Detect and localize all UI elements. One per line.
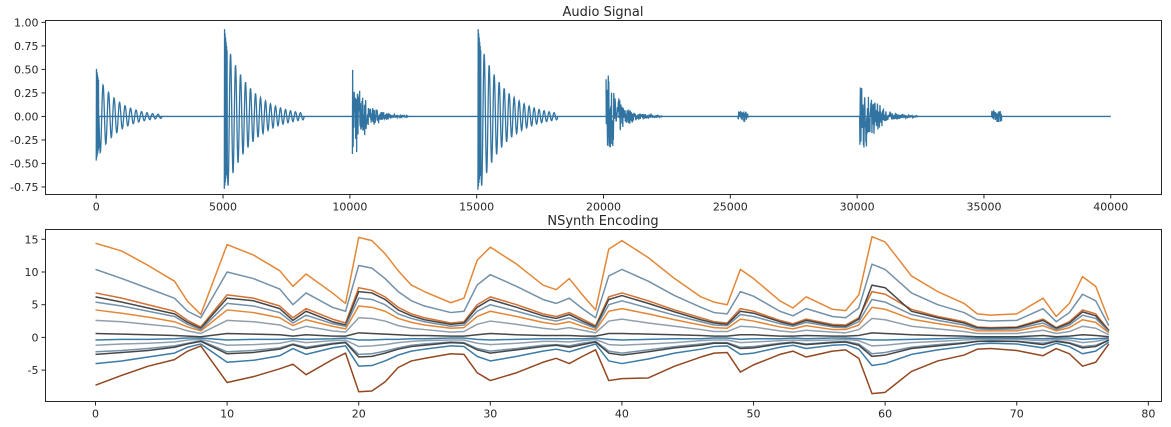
audio-signal-burst	[605, 75, 663, 148]
nsynth-encoding-series-line	[95, 339, 1110, 358]
audio-signal-y-ticks: -0.75 -0.50 -0.25 0.00 0.25 0.50 0.75 1.00	[10, 16, 46, 194]
nsynth-encoding-series-line	[95, 337, 1109, 341]
audio-signal-x-tick-label: 5000	[209, 201, 237, 214]
audio-signal-x-tick-label: 30000	[840, 201, 875, 214]
nsynth-encoding-series-line	[95, 235, 1110, 321]
nsynth-encoding-series-line	[95, 305, 1110, 334]
nsynth-encoding-series-line	[95, 286, 1110, 331]
audio-signal-burst	[351, 69, 409, 155]
audio-signal-x-ticks: 0 5000 10000 15000 20000 25000 30000 35000 40000	[93, 194, 1128, 214]
nsynth-encoding-x-tick-label: 30	[483, 408, 497, 421]
nsynth-encoding-x-ticks: 0 10 20 30 40 50 60 70 80	[92, 401, 1155, 421]
nsynth-encoding-series-line	[95, 337, 1110, 348]
nsynth-encoding-plot-area	[95, 235, 1110, 395]
audio-signal-axes: Audio Signal 0 5000 10000 15000 20000 25000 30…	[10, 5, 1162, 214]
nsynth-encoding-y-tick-label: 0	[32, 331, 39, 344]
audio-signal-burst	[859, 87, 919, 148]
audio-signal-x-tick-label: 25000	[713, 201, 748, 214]
nsynth-encoding-x-tick-label: 20	[352, 408, 366, 421]
nsynth-encoding-series-line	[95, 297, 1110, 333]
nsynth-encoding-title: NSynth Encoding	[547, 214, 658, 229]
audio-signal-y-tick-label: 0.50	[14, 63, 39, 76]
nsynth-encoding-series-line	[95, 343, 1110, 395]
audio-signal-y-tick-label: 0.25	[14, 87, 39, 100]
nsynth-encoding-series-line	[95, 284, 1110, 332]
nsynth-encoding-y-ticks: -5 0 5 10 15	[25, 233, 46, 377]
nsynth-encoding-x-tick-label: 50	[747, 408, 761, 421]
audio-signal-x-tick-label: 0	[93, 201, 100, 214]
nsynth-encoding-x-tick-label: 10	[220, 408, 234, 421]
audio-signal-x-tick-label: 35000	[966, 201, 1001, 214]
audio-signal-burst	[223, 29, 305, 189]
audio-signal-y-tick-label: -0.75	[10, 181, 38, 194]
nsynth-encoding-y-tick-label: 15	[25, 233, 39, 246]
audio-signal-y-tick-label: -0.25	[10, 134, 38, 147]
nsynth-encoding-x-tick-label: 70	[1010, 408, 1024, 421]
nsynth-encoding-y-tick-label: 5	[32, 299, 39, 312]
nsynth-encoding-series-line	[95, 339, 1110, 356]
nsynth-encoding-x-tick-label: 60	[878, 408, 892, 421]
nsynth-encoding-x-tick-label: 0	[92, 408, 99, 421]
nsynth-encoding-series-line	[95, 263, 1110, 326]
audio-signal-burst	[477, 29, 559, 190]
nsynth-encoding-series-line	[95, 317, 1110, 336]
nsynth-encoding-series-line	[95, 341, 1110, 367]
nsynth-encoding-axes: NSynth Encoding 0 10 20 30 40 50 60 70 80 -5 0 5 10…	[25, 214, 1162, 421]
nsynth-encoding-x-tick-label: 40	[615, 408, 629, 421]
audio-signal-x-tick-label: 10000	[332, 201, 367, 214]
audio-signal-plot-area	[95, 29, 1111, 190]
audio-signal-burst	[737, 110, 749, 122]
audio-signal-frame	[45, 20, 1162, 195]
audio-signal-burst	[990, 109, 1003, 123]
audio-signal-y-tick-label: -0.50	[10, 157, 38, 170]
audio-signal-x-tick-label: 15000	[459, 201, 494, 214]
nsynth-encoding-y-tick-label: -5	[28, 364, 39, 377]
audio-signal-y-tick-label: 1.00	[14, 16, 39, 29]
audio-signal-y-tick-label: 0.00	[14, 110, 39, 123]
nsynth-encoding-x-tick-label: 80	[1141, 408, 1155, 421]
audio-signal-y-tick-label: 0.75	[14, 40, 39, 53]
audio-signal-x-tick-label: 40000	[1093, 201, 1128, 214]
audio-signal-x-tick-label: 20000	[586, 201, 621, 214]
audio-signal-burst	[95, 68, 163, 161]
nsynth-encoding-frame	[45, 229, 1162, 402]
nsynth-encoding-series-line	[95, 332, 1109, 338]
nsynth-encoding-y-tick-label: 10	[25, 266, 39, 279]
audio-signal-title: Audio Signal	[562, 5, 643, 20]
